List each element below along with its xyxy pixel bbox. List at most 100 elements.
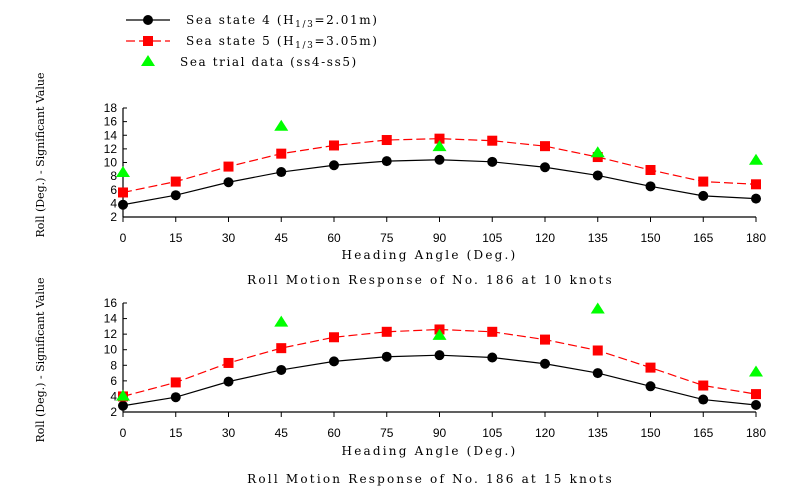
legend-ss4-circle-marker [143,15,153,25]
legend-ss4-label: Sea state 4 (H1/3=2.01m) [186,13,379,30]
series-ss5-point [223,357,234,368]
x-tick-label: 150 [640,426,660,440]
series-ss5-point [540,141,550,152]
series-ss5-point [170,176,181,187]
x-tick-label: 30 [222,231,236,245]
series-ss4-point [434,350,445,361]
series-ss5-point [329,140,339,151]
chart-title: Roll Motion Response of No. 186 at 15 kn… [247,472,614,486]
sea-trial-point [749,153,763,165]
sea-trial-point [116,166,130,178]
series-ss4-point [170,392,181,403]
series-ss5-point [381,326,392,337]
x-tick-label: 75 [380,426,394,440]
sea-trial-point [432,328,447,340]
legend-ss5-label-main: Sea state 5 (H [186,34,295,48]
y-tick-label: 12 [104,142,118,156]
y-tick-label: 16 [104,296,118,310]
series-ss5-point [540,334,550,345]
series-ss5-point [276,343,287,354]
series-ss4-point [118,400,128,411]
sea-trial-point [749,365,763,377]
legend-trial-triangle-marker [141,55,155,66]
legend-item-ss5: Sea state 5 (H1/3=3.05m) [126,34,379,51]
series-ss4-point [487,156,498,167]
series-ss4-point [381,156,392,167]
legend-ss5-label-tail: =3.05m) [314,34,378,48]
legend-trial-label: Sea trial data (ss4-ss5) [180,55,358,69]
series-ss5-point [329,332,339,343]
x-tick-label: 15 [169,231,183,245]
legend-ss4-label-tail: =2.01m) [314,13,378,27]
x-tick-label: 105 [482,426,502,440]
series-ss5-point [592,345,603,356]
series-ss4-point [223,177,234,188]
sea-trial-point [590,302,605,314]
y-tick-label: 18 [104,101,118,115]
sea-trial-point [116,389,130,401]
x-tick-label: 180 [746,426,766,440]
series-ss5-point [487,135,498,146]
legend-ss4-label-main: Sea state 4 (H [186,13,295,27]
series-ss4-point [118,199,128,210]
y-axis-label: Roll (Deg.) - Significant Value [34,278,47,443]
x-tick-label: 60 [327,231,341,245]
series-ss5-point [645,362,656,373]
chart-title: Roll Motion Response of No. 186 at 10 kn… [247,273,614,287]
series-ss4-point [276,167,287,178]
series-ss4-point [751,399,761,410]
series-ss4-point [381,351,392,362]
legend-ss5-label-sub: 1/3 [295,41,314,51]
y-tick-label: 8 [110,169,117,183]
sea-trial-point [274,119,289,131]
series-ss4-point [223,376,234,387]
series-ss4-point [698,394,709,405]
y-tick-label: 6 [110,374,117,388]
series-ss4-point [434,154,445,165]
series-ss4-point [276,364,287,375]
legend-ss4-label-sub: 1/3 [295,20,314,30]
series-ss5-point [170,377,181,388]
series-ss4-line [122,354,757,407]
y-tick-label: 8 [110,358,117,372]
x-axis-label: Heading Angle (Deg.) [342,444,518,458]
x-tick-label: 135 [588,231,608,245]
series-ss4-point [645,181,656,192]
x-tick-label: 165 [693,231,713,245]
x-tick-label: 45 [275,231,289,245]
x-tick-label: 180 [746,231,766,245]
series-ss5-point [698,176,709,187]
series-ss4-point [487,352,498,363]
y-axis-label: Roll (Deg.) - Significant Value [34,73,47,238]
x-tick-label: 60 [327,426,341,440]
x-tick-label: 135 [588,426,608,440]
series-ss5-point [751,179,761,190]
series-ss5-point [223,161,234,172]
x-tick-label: 0 [120,426,127,440]
y-tick-label: 2 [110,405,117,419]
series-ss4-line [122,159,757,206]
x-tick-label: 90 [433,231,447,245]
sea-trial-point [590,146,605,158]
series-ss5-point [381,135,392,146]
series-ss4-point [540,358,550,369]
y-tick-label: 4 [110,389,117,403]
legend-ss5-label: Sea state 5 (H1/3=3.05m) [186,34,379,51]
series-ss5-point [645,164,656,175]
series-ss4-point [329,356,339,367]
series-ss4-point [329,160,339,171]
x-tick-label: 120 [535,231,555,245]
y-tick-label: 4 [110,196,117,210]
series-ss5-point [487,326,498,337]
series-ss5-point [276,148,287,159]
y-tick-label: 2 [110,210,117,224]
y-tick-label: 16 [104,115,118,129]
series-ss5-point [118,187,128,198]
x-tick-label: 120 [535,426,555,440]
x-tick-label: 165 [693,426,713,440]
series-ss4-point [698,190,709,201]
